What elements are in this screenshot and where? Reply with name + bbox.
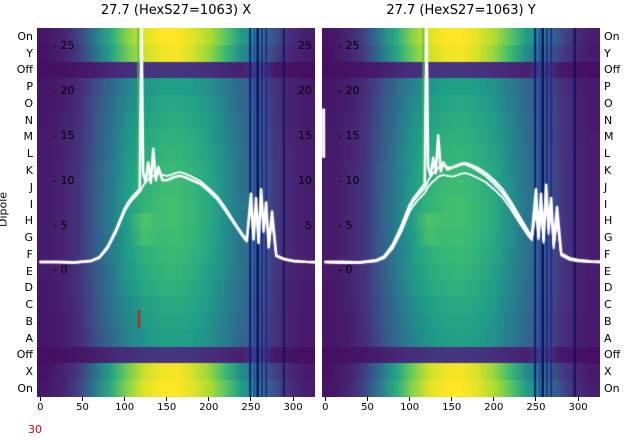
x-tick-label: 150 <box>157 402 177 413</box>
row-label: F <box>26 247 33 261</box>
row-label: X <box>25 365 33 379</box>
row-label: H <box>604 214 613 228</box>
x-tick-mark <box>292 397 294 401</box>
x-tick-mark <box>39 397 41 401</box>
row-label: F <box>604 247 611 261</box>
row-label: L <box>26 147 33 161</box>
row-label: On <box>604 381 620 395</box>
row-label: K <box>604 164 612 177</box>
x-tick-mark <box>535 397 537 401</box>
row-label: Off <box>16 348 33 362</box>
panel-title-y: 27.7 (HexS27=1063) Y <box>386 3 536 18</box>
row-label: P <box>604 80 611 94</box>
heatmap-canvas-y <box>322 28 600 397</box>
x-tick-label: 150 <box>442 402 462 413</box>
row-label: O <box>604 96 613 110</box>
row-label: C <box>604 298 612 312</box>
row-label: M <box>23 130 34 144</box>
row-label: Y <box>604 46 611 60</box>
row-label: Y <box>26 46 33 60</box>
row-label: N <box>604 113 613 127</box>
x-tick-label: 0 <box>322 402 329 413</box>
x-tick-label: 50 <box>361 402 374 413</box>
heatmap-canvas-x <box>37 28 315 397</box>
row-label: M <box>604 130 614 144</box>
x-tick-label: 300 <box>283 402 303 413</box>
row-label: G <box>24 231 33 245</box>
row-label: X <box>604 365 612 379</box>
row-label: N <box>24 113 33 127</box>
row-label: E <box>26 264 33 278</box>
row-label: L <box>604 147 611 161</box>
row-label: B <box>25 314 33 328</box>
row-label: On <box>604 29 620 43</box>
row-label: D <box>604 281 613 295</box>
heatmap-panel-x: - 0- 5- 10- 15- 20- 25 5 10 15 20 25 <box>37 28 315 397</box>
x-tick-mark <box>250 397 252 401</box>
row-label: E <box>604 264 611 278</box>
row-label: J <box>604 180 608 194</box>
x-tick-label: 0 <box>37 402 44 413</box>
x-tick-mark <box>81 397 83 401</box>
x-tick-mark <box>577 397 579 401</box>
row-label: H <box>24 214 33 228</box>
row-label: Off <box>16 63 33 77</box>
x-tick-mark <box>493 397 495 401</box>
x-tick-mark <box>166 397 168 401</box>
row-label: J <box>29 180 33 194</box>
x-tick-label: 300 <box>568 402 588 413</box>
row-label: A <box>25 331 33 345</box>
corner-tick-label: 30 <box>28 423 42 436</box>
row-label: P <box>26 80 33 94</box>
row-label: A <box>604 331 612 345</box>
row-label: C <box>25 298 33 312</box>
row-label: G <box>604 231 613 245</box>
row-label: Off <box>604 348 621 362</box>
x-tick-label: 250 <box>241 402 261 413</box>
row-label: On <box>17 29 33 43</box>
row-label: B <box>604 314 612 328</box>
x-tick-label: 100 <box>400 402 420 413</box>
heatmap-panel-y: - 0- 5- 10- 15- 20- 25 <box>322 28 600 397</box>
row-labels-left: On Y Off P O N M L K J I H G F E D C B A Off X On <box>0 28 33 397</box>
x-tick-mark <box>324 397 326 401</box>
x-tick-label: 200 <box>484 402 504 413</box>
x-tick-label: 100 <box>115 402 135 413</box>
x-tick-label: 200 <box>199 402 219 413</box>
row-label: D <box>24 281 33 295</box>
x-tick-mark <box>208 397 210 401</box>
row-label: Off <box>604 63 621 77</box>
row-label: O <box>24 96 33 110</box>
x-tick-mark <box>409 397 411 401</box>
row-label: I <box>604 197 608 211</box>
row-label: On <box>17 381 33 395</box>
row-labels-right: On Y Off P O N M L K J I H G F E D C B A Off X On <box>604 28 638 397</box>
x-tick-label: 250 <box>526 402 546 413</box>
row-label: K <box>25 164 33 177</box>
x-tick-label: 50 <box>76 402 89 413</box>
x-tick-mark <box>366 397 368 401</box>
panel-title-x: 27.7 (HexS27=1063) X <box>100 3 252 18</box>
x-tick-mark <box>451 397 453 401</box>
row-label: I <box>29 197 33 211</box>
x-tick-mark <box>124 397 126 401</box>
